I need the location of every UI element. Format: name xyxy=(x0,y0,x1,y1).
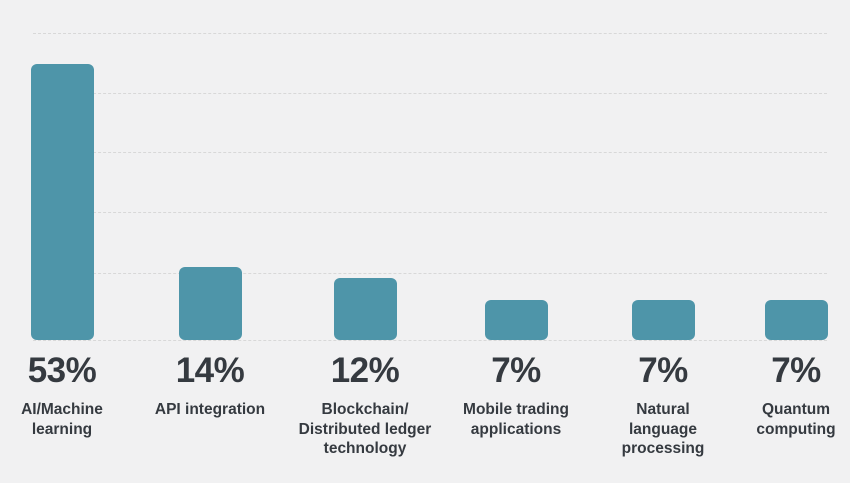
bar-category-label-line: technology xyxy=(323,440,407,457)
gridline xyxy=(33,92,827,94)
bar-category-label-line: language xyxy=(628,420,698,438)
bar-value-label: 14% xyxy=(175,351,245,390)
bar-category-label: Mobile trading applications xyxy=(429,400,603,439)
gridline xyxy=(33,273,827,274)
bar-category-label: AI/Machine learning xyxy=(0,400,149,439)
gridline xyxy=(33,33,827,34)
bar xyxy=(631,300,695,340)
bar-value-label: 7% xyxy=(771,351,821,390)
bar-category-label-line: API integration xyxy=(154,401,266,418)
bar xyxy=(764,300,828,340)
bar-category-label: Quantum computing xyxy=(709,400,850,439)
bar-category-label: Blockchain/Distributed ledger technology xyxy=(278,400,452,459)
bar-value-label: 53% xyxy=(27,351,97,390)
bar-category-label-line: applications xyxy=(470,420,562,438)
gridline xyxy=(33,152,827,153)
bar-category-label-line: computing xyxy=(756,420,836,438)
bar-category-label-line: Distributed ledger xyxy=(298,420,432,438)
bar-value-label: 12% xyxy=(330,351,400,390)
bar xyxy=(178,267,242,340)
bar-category-label-line: learning xyxy=(31,420,93,438)
bar-category-label-line: AI/Machine xyxy=(21,401,103,418)
bar-category-label-line: Quantum xyxy=(761,401,831,418)
bar-value-label: 7% xyxy=(638,351,688,390)
bar-category-label-line: Mobile trading xyxy=(463,401,569,418)
bar xyxy=(30,64,94,340)
bar-category-label: Natural language processing xyxy=(576,400,750,459)
bar-category-label: API integration xyxy=(123,400,297,420)
gridline xyxy=(33,211,827,213)
bar-category-label-line: processing xyxy=(621,440,705,457)
bar xyxy=(484,300,548,340)
bar-category-label-line: Blockchain/ xyxy=(321,401,409,418)
bar xyxy=(333,277,397,340)
bar-category-label-line: Natural xyxy=(636,401,690,418)
gridline xyxy=(33,340,827,341)
bar-value-label: 7% xyxy=(491,351,541,390)
